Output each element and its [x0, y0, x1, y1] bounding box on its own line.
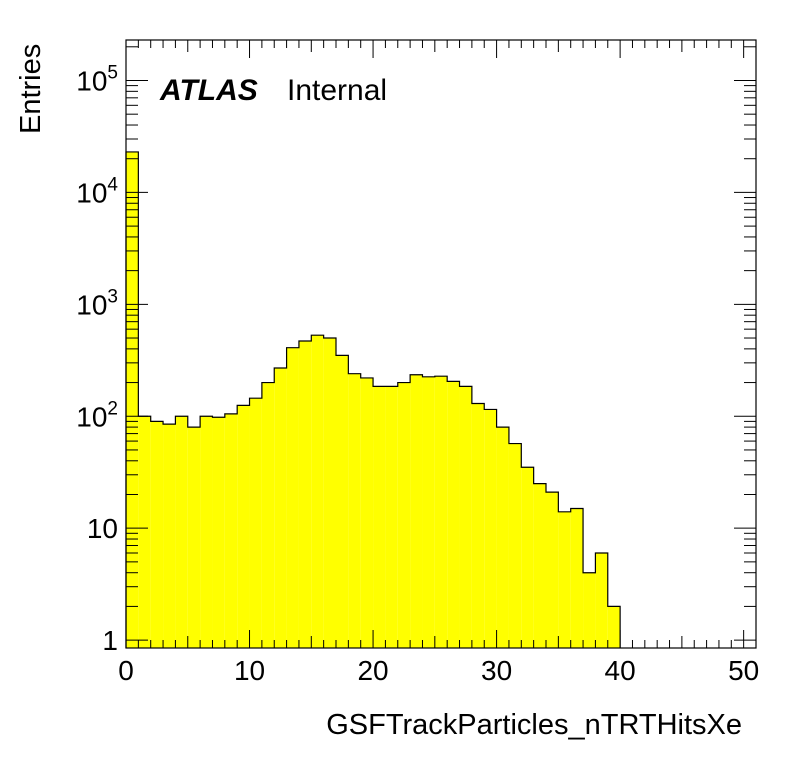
- plot-frame: [125, 39, 757, 649]
- histogram-bin: [249, 398, 262, 648]
- histogram-bin: [459, 386, 472, 648]
- histogram-bin: [373, 386, 386, 648]
- y-axis-title: Entries: [15, 44, 47, 134]
- histogram-bin: [237, 405, 250, 648]
- histogram-bin: [595, 553, 608, 648]
- x-tick-labels: 0 10 20 30 40 50: [118, 655, 759, 686]
- y-tick-label: 1: [102, 625, 118, 656]
- histogram-bin: [261, 382, 275, 648]
- histogram-bin: [508, 443, 522, 648]
- histogram-bin: [138, 416, 151, 648]
- histogram-bin: [558, 511, 571, 648]
- histogram-bin: [360, 377, 374, 648]
- histogram-bars: [126, 151, 621, 648]
- histogram-bin: [323, 338, 336, 648]
- histogram-bin: [385, 386, 398, 648]
- histogram-bin: [496, 427, 509, 648]
- x-tick-label: 0: [118, 655, 134, 686]
- histogram-bin: [311, 335, 324, 648]
- histogram-bin: [175, 416, 188, 648]
- x-tick-label: 20: [357, 655, 388, 686]
- x-axis-ticks: [125, 40, 757, 648]
- histogram-bin: [163, 424, 176, 648]
- histogram-bin: [434, 376, 448, 648]
- x-axis-title: GSFTrackParticles_nTRTHitsXe: [326, 709, 742, 741]
- histogram-bin: [298, 341, 312, 648]
- histogram-bin: [422, 376, 435, 648]
- internal-label: Internal: [287, 74, 387, 107]
- histogram-bin: [224, 413, 238, 648]
- histogram-bin: [546, 492, 559, 648]
- histogram-bin: [212, 417, 225, 648]
- histogram-bin: [533, 483, 546, 648]
- histogram-bin: [521, 467, 534, 648]
- histogram-bin: [187, 427, 201, 648]
- histogram-bin: [570, 508, 584, 648]
- histogram-bin: [336, 355, 349, 648]
- histogram-bin: [286, 347, 299, 648]
- y-tick-label: 10: [87, 513, 118, 544]
- histogram-bin: [397, 382, 411, 648]
- histogram-bin: [150, 421, 164, 648]
- histogram-bin: [126, 151, 139, 648]
- histogram-bin: [471, 403, 485, 648]
- x-tick-label: 30: [481, 655, 512, 686]
- y-axis-ticks: [126, 46, 756, 641]
- atlas-label: ATLAS: [159, 74, 258, 107]
- histogram-bin: [607, 606, 621, 648]
- histogram-bin: [583, 572, 596, 648]
- histogram-bin: [447, 381, 460, 648]
- histogram-bin: [410, 374, 423, 648]
- histogram-outline: [125, 151, 621, 648]
- x-tick-label: 50: [728, 655, 759, 686]
- histogram-bin: [200, 416, 213, 648]
- x-tick-label: 40: [605, 655, 636, 686]
- x-tick-label: 10: [234, 655, 265, 686]
- histogram-bin: [348, 373, 361, 648]
- histogram-bin: [274, 367, 287, 648]
- histogram-bin: [484, 409, 497, 648]
